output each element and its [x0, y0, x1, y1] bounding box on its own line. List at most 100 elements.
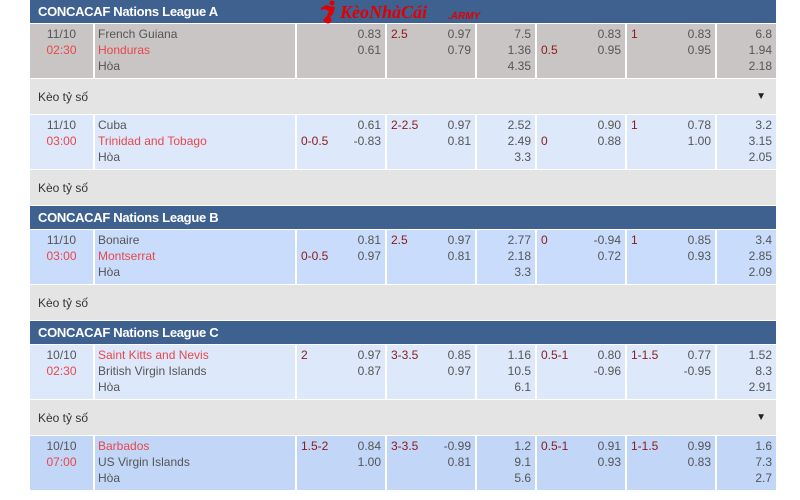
odds-value[interactable]: 0.85 — [447, 348, 471, 362]
odds-value[interactable]: 3.2 — [755, 118, 772, 132]
home-team[interactable]: French Guiana — [98, 27, 178, 41]
match-datetime: 11/10 02:30 — [30, 24, 95, 78]
over-under-cell-row: 0.81 — [391, 133, 471, 149]
handicap-cell-row: 0.61 — [301, 42, 381, 58]
correct-score-row[interactable]: Kèo tỷ số — [30, 170, 776, 206]
odds-value[interactable]: 0.97 — [447, 118, 471, 132]
odds-value[interactable]: 7.5 — [514, 27, 531, 41]
odds-value[interactable]: 3.15 — [748, 134, 772, 148]
caret-down-icon[interactable]: ▼ — [756, 91, 766, 102]
odds-value[interactable]: 0.97 — [447, 364, 471, 378]
home-team[interactable]: Saint Kitts and Nevis — [98, 348, 209, 362]
odds-value[interactable]: 2.09 — [748, 265, 772, 279]
odds-value[interactable]: 8.3 — [755, 364, 772, 378]
odds-value[interactable]: 0.77 — [687, 348, 711, 362]
odds-value[interactable]: 0.93 — [687, 249, 711, 263]
away-team[interactable]: British Virgin Islands — [98, 364, 207, 378]
odds-value[interactable]: 0.95 — [597, 43, 621, 57]
match-datetime: 10/10 02:30 — [30, 345, 95, 399]
odds-value[interactable]: 1.52 — [748, 348, 772, 362]
correct-score-row[interactable]: Kèo tỷ số ▼ — [30, 79, 776, 115]
odds-value[interactable]: 0.97 — [357, 249, 381, 263]
odds-value[interactable]: 0.91 — [597, 439, 621, 453]
odds-value[interactable]: 2.05 — [748, 150, 772, 164]
odds-value[interactable]: 10.5 — [507, 364, 531, 378]
away-team[interactable]: Trinidad and Tobago — [98, 134, 207, 148]
odds-value[interactable]: 0.87 — [357, 364, 381, 378]
odds-value[interactable]: 0.83 — [687, 455, 711, 469]
odds-value[interactable]: 1.94 — [748, 43, 772, 57]
first-half-handicap-cell: 0 -0.94 0.72 — [537, 230, 627, 284]
odds-value[interactable]: 2.7 — [755, 471, 772, 485]
odds-value[interactable]: 0.83 — [687, 27, 711, 41]
odds-value[interactable]: 1.6 — [755, 439, 772, 453]
odds-value[interactable]: 9.1 — [514, 455, 531, 469]
odds-value[interactable]: 3.3 — [514, 150, 531, 164]
handicap-cell-line: 1.5-2 — [301, 439, 329, 453]
odds-value[interactable]: -0.96 — [593, 364, 621, 378]
away-team[interactable]: Honduras — [98, 43, 151, 57]
odds-value[interactable]: 0.97 — [447, 27, 471, 41]
odds-value[interactable]: 4.35 — [507, 59, 531, 73]
odds-value[interactable]: 2.18 — [507, 249, 531, 263]
odds-value[interactable]: 0.99 — [687, 439, 711, 453]
odds-value[interactable]: 3.4 — [755, 233, 772, 247]
home-team[interactable]: Barbados — [98, 439, 150, 453]
odds-value[interactable]: 1.00 — [687, 134, 711, 148]
odds-value[interactable]: 0.80 — [597, 348, 621, 362]
odds-value[interactable]: 0.83 — [357, 27, 381, 41]
over-under-cell-row: 0.81 — [391, 248, 471, 264]
match-row: 11/10 03:00 Bonaire Montserrat Hòa 0.81 0-0.5 0… — [30, 230, 776, 285]
away-team[interactable]: Montserrat — [98, 249, 156, 263]
odds-value[interactable]: -0.99 — [443, 439, 471, 453]
odds-value[interactable]: 6.1 — [514, 380, 531, 394]
odds-value[interactable]: 0.81 — [447, 134, 471, 148]
odds-value[interactable]: -0.95 — [683, 364, 711, 378]
odds-value[interactable]: 2.85 — [748, 249, 772, 263]
handicap-cell: 2 0.97 0.87 — [297, 345, 387, 399]
odds-value[interactable]: 1.36 — [507, 43, 531, 57]
handicap-cell-row: 0-0.5 -0.83 — [301, 133, 381, 149]
odds-value[interactable]: 2.77 — [507, 233, 531, 247]
odds-value[interactable]: -0.94 — [593, 233, 621, 247]
odds-value[interactable]: 0.88 — [597, 134, 621, 148]
correct-score-row[interactable]: Kèo tỷ số ▼ — [30, 400, 776, 436]
odds-value[interactable]: 0.84 — [357, 439, 381, 453]
caret-down-icon[interactable]: ▼ — [756, 412, 766, 423]
odds-value[interactable]: 0.97 — [357, 348, 381, 362]
odds-value[interactable]: 0.78 — [687, 118, 711, 132]
odds-value[interactable]: 0.61 — [357, 118, 381, 132]
odds-value[interactable]: 1.2 — [514, 439, 531, 453]
odds-value[interactable]: 0.81 — [357, 233, 381, 247]
odds-value[interactable]: 0.93 — [597, 455, 621, 469]
1x2-cell: 1.16 10.5 6.1 — [477, 345, 537, 399]
odds-value[interactable]: 0.83 — [597, 27, 621, 41]
odds-value[interactable]: 0.81 — [447, 249, 471, 263]
odds-value[interactable]: 0.97 — [447, 233, 471, 247]
first-half-over-under-cell-line: 1-1.5 — [631, 439, 659, 453]
odds-value[interactable]: 0.61 — [357, 43, 381, 57]
odds-value[interactable]: 0.79 — [447, 43, 471, 57]
odds-value[interactable]: 2.91 — [748, 380, 772, 394]
odds-value[interactable]: -0.83 — [353, 134, 381, 148]
odds-value[interactable]: 6.8 — [755, 27, 772, 41]
odds-value[interactable]: 1.00 — [357, 455, 381, 469]
odds-value[interactable]: 0.90 — [597, 118, 621, 132]
odds-value[interactable]: 2.49 — [507, 134, 531, 148]
odds-value[interactable]: 2.18 — [748, 59, 772, 73]
odds-value[interactable]: 1.16 — [507, 348, 531, 362]
first-half-handicap-cell-row: 0.93 — [541, 454, 621, 470]
odds-value[interactable]: 7.3 — [755, 455, 772, 469]
odds-value[interactable]: 2.52 — [507, 118, 531, 132]
correct-score-row[interactable]: Kèo tỷ số — [30, 285, 776, 321]
home-team[interactable]: Cuba — [98, 118, 127, 132]
away-team[interactable]: US Virgin Islands — [98, 455, 190, 469]
odds-value[interactable]: 0.85 — [687, 233, 711, 247]
odds-value[interactable]: 0.81 — [447, 455, 471, 469]
odds-value[interactable]: 0.95 — [687, 43, 711, 57]
home-team[interactable]: Bonaire — [98, 233, 140, 247]
odds-value[interactable]: 5.6 — [514, 471, 531, 485]
odds-value[interactable]: 0.72 — [597, 249, 621, 263]
odds-value[interactable]: 3.3 — [514, 265, 531, 279]
over-under-cell: 2-2.5 0.97 0.81 — [387, 115, 477, 169]
